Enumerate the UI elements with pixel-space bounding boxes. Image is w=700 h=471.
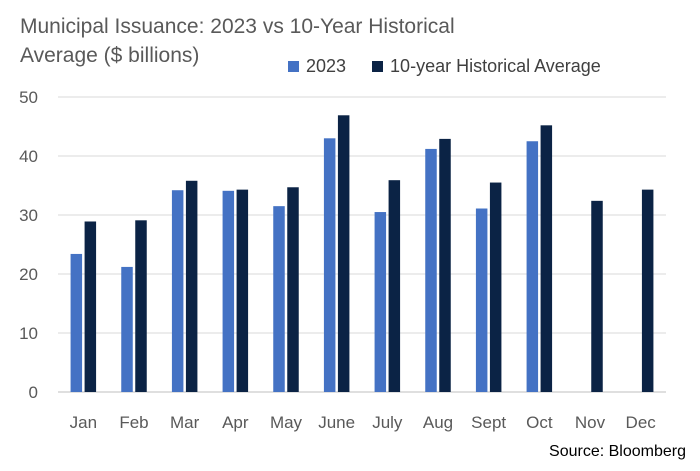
x-tick-label: Jan <box>70 413 97 432</box>
x-tick-label: Oct <box>526 413 553 432</box>
bar-2023 <box>526 141 539 392</box>
bar-historical-average <box>84 221 97 392</box>
y-tick-label: 10 <box>19 324 38 343</box>
bar-historical-average <box>540 125 553 392</box>
legend-label-historical-average: 10-year Historical Average <box>390 56 601 76</box>
bar-historical-average <box>591 200 603 392</box>
y-tick-label: 20 <box>19 265 38 284</box>
bar-2023 <box>171 190 184 392</box>
bar-historical-average <box>489 182 502 392</box>
bar-2023 <box>273 206 285 392</box>
bar-2023 <box>222 190 235 392</box>
x-tick-label: Dec <box>626 413 657 432</box>
bar-historical-average <box>135 220 147 392</box>
bar-historical-average <box>388 180 401 392</box>
legend-label-2023: 2023 <box>306 56 347 76</box>
x-tick-label: Apr <box>222 413 249 432</box>
x-tick-label: July <box>372 413 403 432</box>
x-tick-label: Mar <box>170 413 200 432</box>
bar-historical-average <box>236 189 249 392</box>
bar-historical-average <box>439 138 451 392</box>
source-note: Source: Bloomberg <box>549 443 686 460</box>
x-tick-label: Nov <box>575 413 606 432</box>
legend-swatch-historical-average <box>372 61 384 72</box>
legend: 2023 10-year Historical Average <box>288 56 627 77</box>
y-tick-label: 50 <box>19 88 38 107</box>
y-tick-label: 30 <box>19 206 38 225</box>
legend-item-2023: 2023 <box>288 56 346 77</box>
x-tick-label: June <box>318 413 355 432</box>
bar-2023 <box>475 208 488 392</box>
chart-title: Municipal Issuance: 2023 vs 10-Year Hist… <box>20 15 455 67</box>
bar-historical-average <box>287 187 299 392</box>
bar-historical-average <box>337 115 350 392</box>
bar-2023 <box>121 266 133 392</box>
bar-2023 <box>323 138 336 392</box>
y-tick-label: 0 <box>29 383 38 402</box>
x-tick-label: Aug <box>423 413 453 432</box>
legend-item-historical-average: 10-year Historical Average <box>372 56 601 77</box>
x-tick-label: Feb <box>119 413 148 432</box>
bar-historical-average <box>185 180 198 392</box>
bar-historical-average <box>641 189 654 392</box>
bar-2023 <box>374 212 387 392</box>
x-tick-label: May <box>270 413 303 432</box>
bar-2023 <box>70 253 83 392</box>
bar-2023 <box>425 148 437 392</box>
y-tick-label: 40 <box>19 147 38 166</box>
legend-swatch-2023 <box>288 61 299 72</box>
x-tick-label: Sept <box>471 413 506 432</box>
